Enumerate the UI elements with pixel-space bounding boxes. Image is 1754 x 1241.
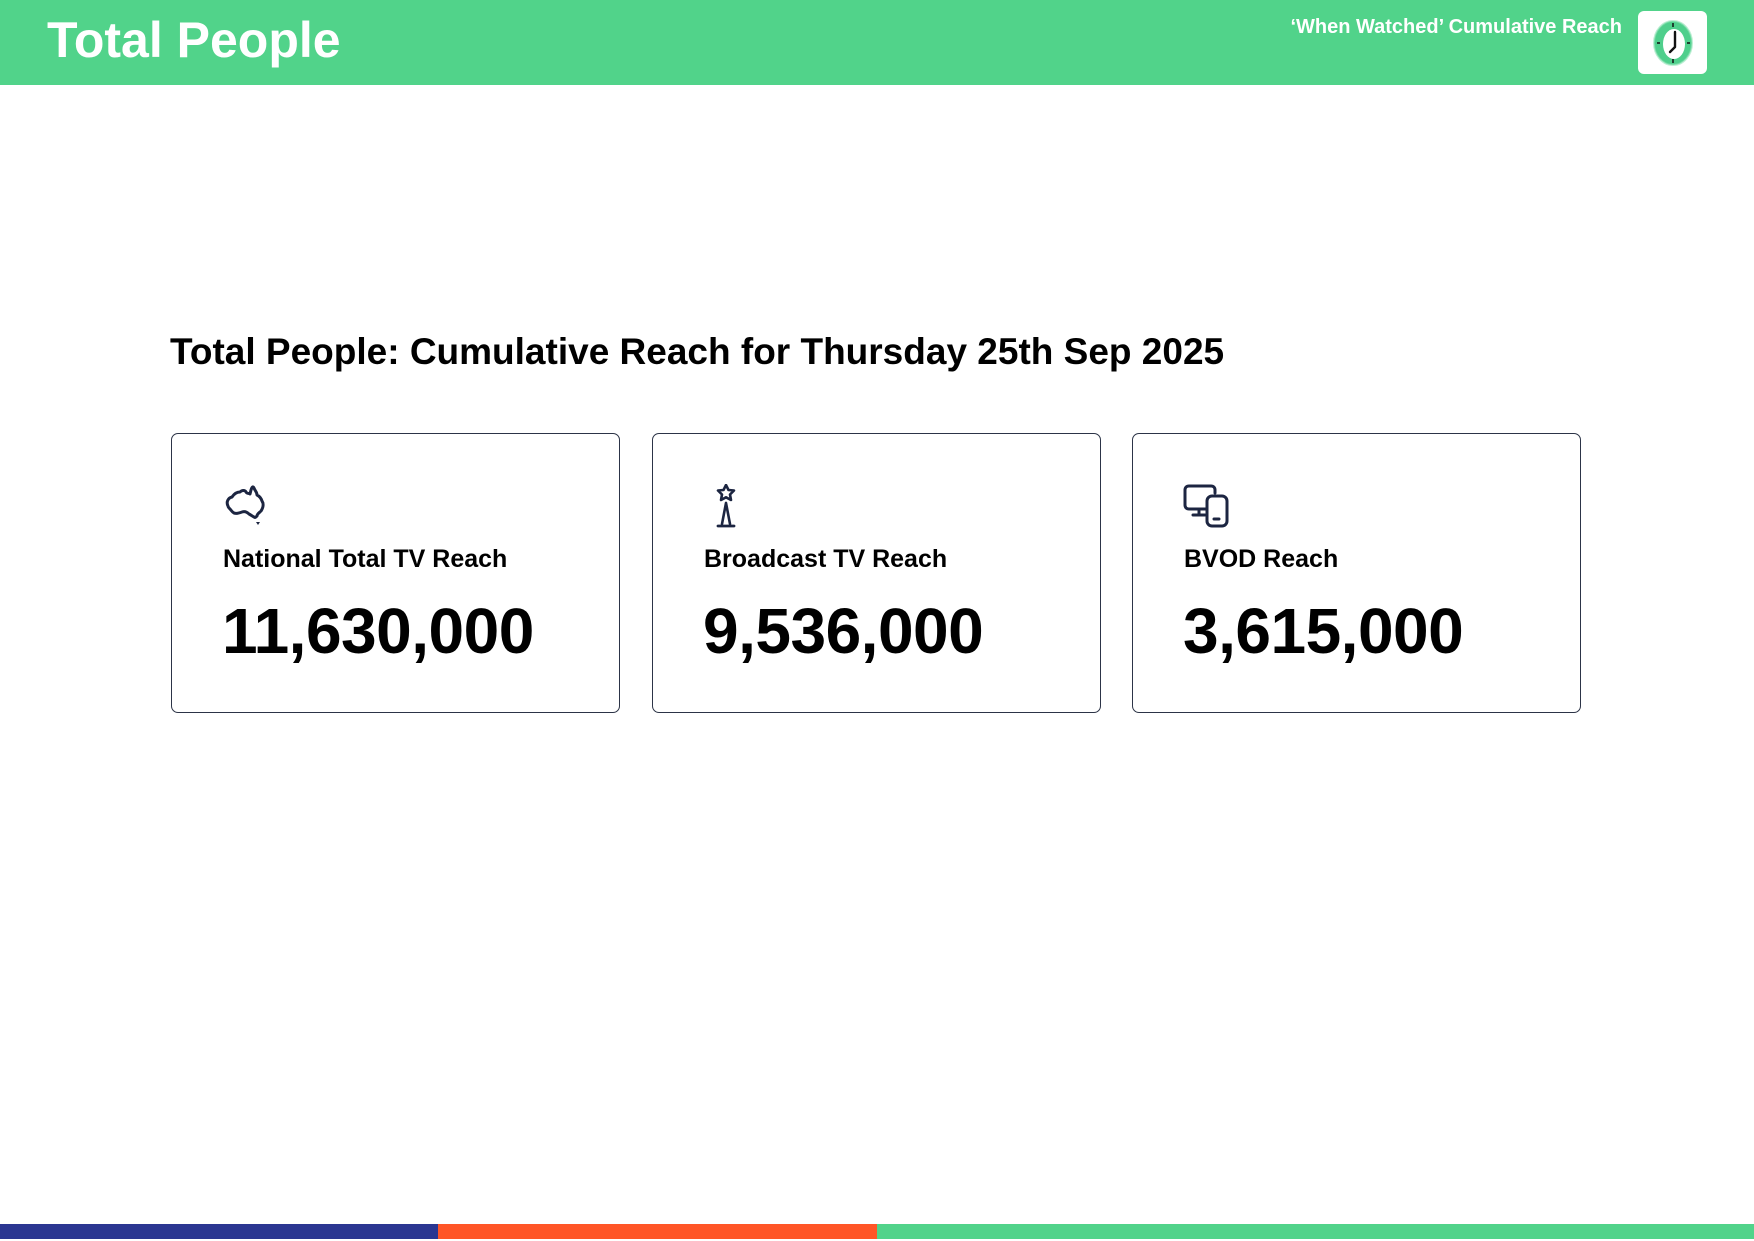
- footer-segment-green: [877, 1224, 1754, 1239]
- clock-logo: [1638, 11, 1707, 74]
- card-label: BVOD Reach: [1184, 545, 1339, 573]
- page-heading: Total People: Cumulative Reach for Thurs…: [170, 331, 1225, 372]
- card-value: 9,536,000: [703, 595, 984, 667]
- footer-segment-orange: [438, 1224, 877, 1239]
- report-subtitle: ‘When Watched’ Cumulative Reach: [1290, 16, 1622, 38]
- devices-icon: [1183, 484, 1229, 528]
- broadcast-tower-icon: [716, 484, 736, 528]
- page-title: Total People: [47, 12, 341, 68]
- bvod-reach-card: BVOD Reach 3,615,000: [1132, 433, 1581, 713]
- card-value: 3,615,000: [1183, 595, 1464, 667]
- card-label: Broadcast TV Reach: [704, 545, 948, 573]
- footer-segment-navy: [0, 1224, 438, 1239]
- footer-color-bar: [0, 1224, 1754, 1239]
- card-value: 11,630,000: [222, 595, 534, 667]
- clock-icon: [1652, 19, 1693, 66]
- broadcast-tv-reach-card: Broadcast TV Reach 9,536,000: [652, 433, 1101, 713]
- national-total-tv-reach-card: National Total TV Reach 11,630,000: [171, 433, 620, 713]
- card-label: National Total TV Reach: [223, 545, 508, 573]
- header-bar: Total People ‘When Watched’ Cumulative R…: [0, 0, 1754, 85]
- australia-map-icon: [225, 485, 265, 525]
